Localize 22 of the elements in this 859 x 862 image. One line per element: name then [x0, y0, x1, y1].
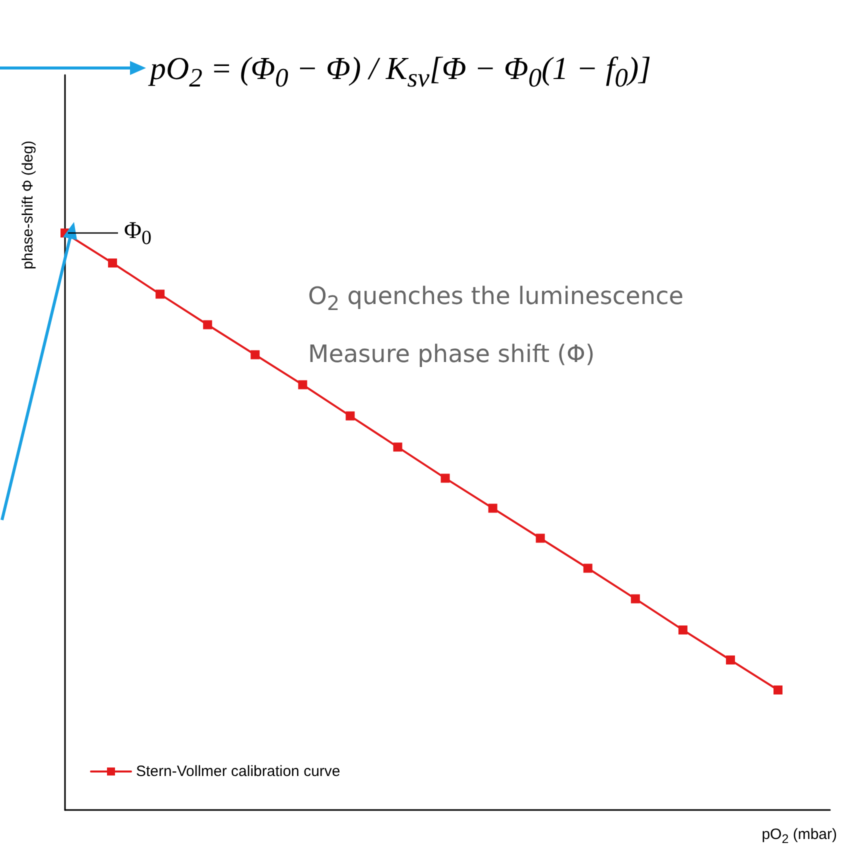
text: pO$_{2}$ = (Φ$_{0}$ − Φ) / K$_{sv}$[Φ − Φ$_{0}$(1 − f$_{0}$)] — [150, 50, 652, 92]
point — [156, 290, 165, 299]
legend-label: Stern-Vollmer calibration curve — [136, 763, 340, 780]
annotation: Measure phase shift (Φ) — [308, 340, 595, 368]
annotation: Φ$_{0}$ — [124, 218, 152, 250]
point — [298, 380, 308, 390]
point — [630, 594, 640, 604]
point — [678, 625, 688, 634]
point — [346, 411, 355, 420]
point — [108, 258, 118, 268]
x-axis-title: pO$_{2}$ (mbar) — [762, 826, 837, 846]
point — [583, 564, 592, 573]
annotation: O$_{2}$ quenches the luminescence — [308, 282, 684, 315]
point — [250, 350, 260, 360]
point — [536, 534, 545, 543]
point — [774, 685, 782, 694]
point — [488, 504, 498, 513]
point — [203, 320, 212, 330]
point — [393, 442, 402, 452]
point — [726, 655, 735, 664]
point — [440, 474, 450, 483]
y-axis-title: phase-shift Φ (deg) — [20, 140, 36, 270]
